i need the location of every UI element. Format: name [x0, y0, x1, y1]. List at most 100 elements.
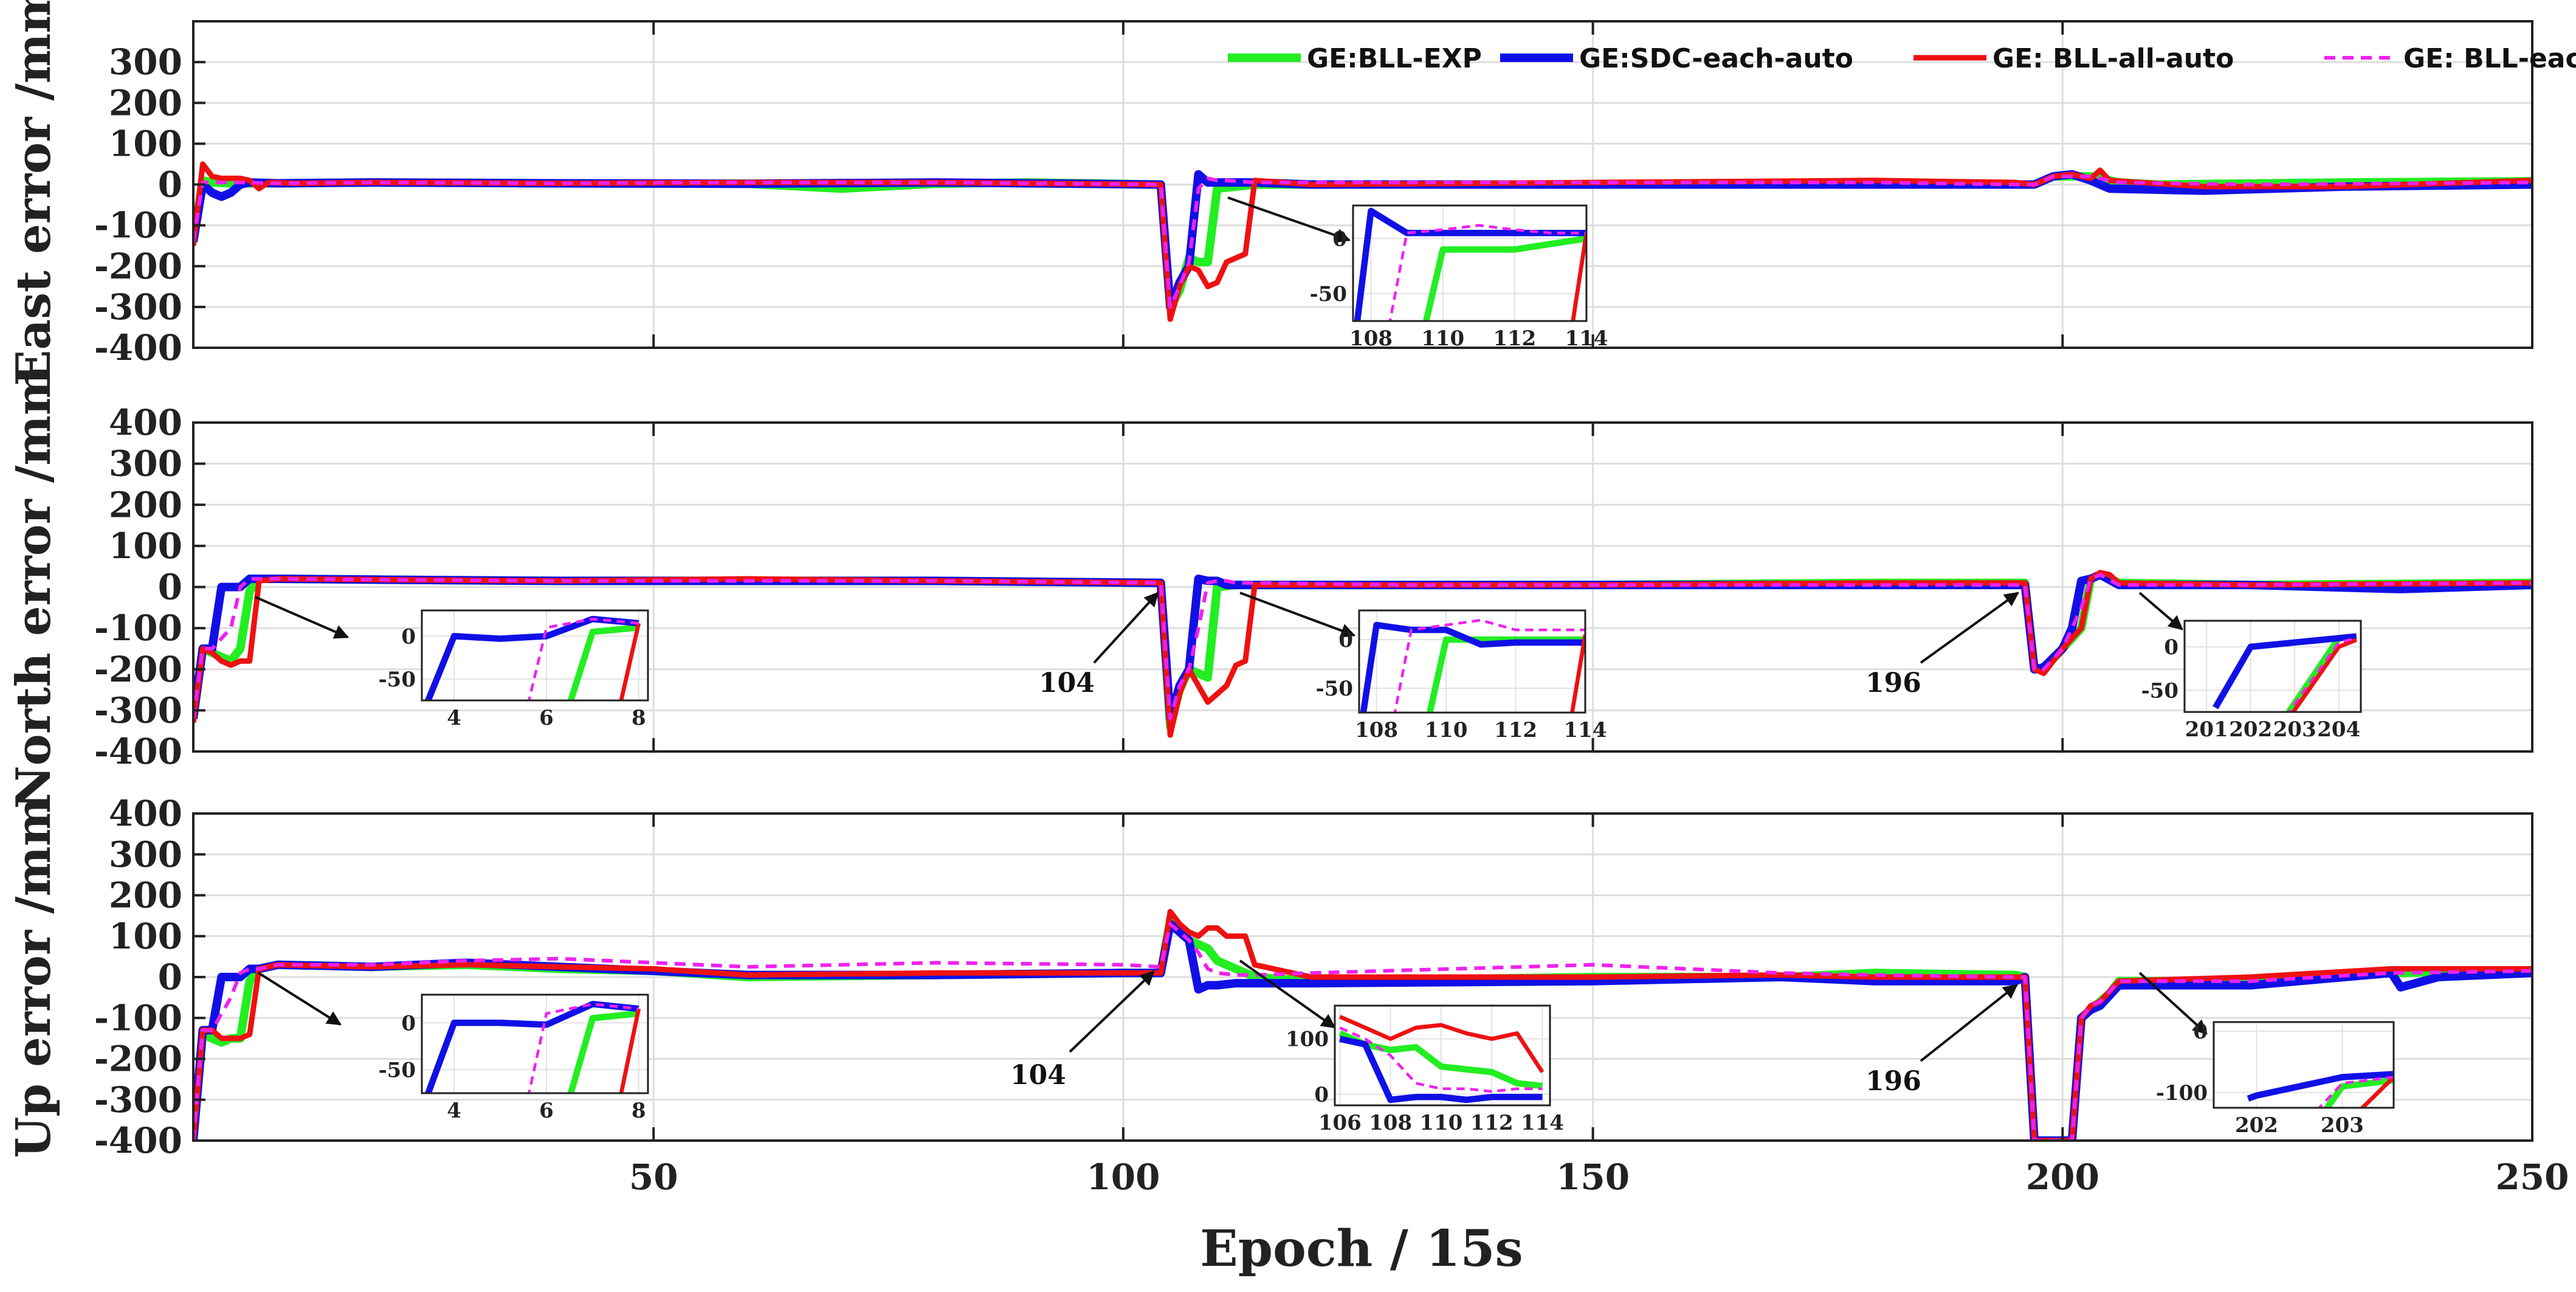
up-inset-ytick-label: 0 [401, 1011, 416, 1035]
north-annotation-arrow [1093, 592, 1159, 664]
up-inset-series-ge-bll-exp [2323, 1077, 2394, 1108]
up-inset-series-ge-bll-each-auto [527, 1003, 639, 1093]
north-inset-arrow [2138, 592, 2183, 630]
up-inset-xtick-label: 112 [1470, 1111, 1514, 1135]
legend-label-ge-bll-all-auto: GE: BLL-all-auto [1992, 43, 2234, 74]
x-tick-label: 50 [629, 1156, 678, 1198]
east-ytick-label: -300 [94, 286, 182, 328]
up-inset-xtick-label: 6 [539, 1099, 554, 1123]
north-inset-bg [422, 610, 648, 700]
x-tick-label: 150 [1556, 1156, 1630, 1198]
east-inset-series-ge-bll-exp [1422, 235, 1586, 321]
north-inset-frame [1358, 609, 1586, 714]
up-inset-xtick-label: 108 [1369, 1111, 1412, 1135]
north-inset-ytick-label: -50 [379, 668, 416, 692]
north-ytick-label: 200 [109, 484, 182, 525]
up-inset-xtick-label: 203 [2321, 1113, 2364, 1138]
east-ytick-label: 100 [109, 123, 182, 164]
east-ytick-label: 0 [158, 164, 182, 206]
north-inset-series-ge-bll-each-auto [1393, 618, 1585, 713]
east-ytick-label: -100 [94, 205, 182, 246]
north-annotation-arrow [1920, 592, 2019, 664]
up-ytick-label: -100 [94, 997, 182, 1038]
north-inset-xtick-label: 6 [539, 706, 554, 730]
north-inset-series-ge-bll-all-auto [2290, 638, 2358, 712]
legend-label-ge-sdc-each-auto: GE:SDC-each-auto [1579, 43, 1853, 74]
east-ytick-label: 200 [109, 82, 182, 123]
up-inset-series-ge-sdc-each-auto [2247, 1071, 2394, 1102]
up-inset-1: 4 6 8 -50 0 [379, 993, 649, 1123]
north-inset-bg [2185, 621, 2361, 712]
up-ytick-label: 400 [109, 793, 182, 834]
up-ytick-label: -300 [94, 1079, 182, 1121]
up-ytick-label: 0 [158, 956, 182, 998]
up-inset-bg [2214, 1022, 2394, 1108]
east-inset-1: 108 110 112 114 -50 0 [1310, 204, 1608, 351]
up-ytick-label: 100 [109, 916, 182, 957]
north-ytick-label: 300 [109, 443, 182, 485]
up-inset-arrow [1239, 959, 1336, 1029]
north-inset-1: 4 6 8 -50 0 [379, 609, 649, 730]
east-inset-xtick-label: 108 [1349, 326, 1393, 351]
x-tick-label: 100 [1086, 1156, 1160, 1198]
up-inset-arrow [2138, 972, 2208, 1035]
north-inset-2: 108 110 112 114 -50 0 [1316, 609, 1607, 742]
legend: GE:BLL-EXP GE:SDC-each-auto GE: BLL-all-au… [1228, 43, 2576, 74]
up-inset-frame [1334, 1004, 1551, 1107]
east-inset-frame [1352, 204, 1588, 322]
north-inset-ytick-label: 0 [1338, 628, 1353, 652]
east-inset-xtick-label: 114 [1565, 326, 1608, 351]
x-axis-label: Epoch / 15s [1200, 1220, 1523, 1278]
up-inset-arrow [257, 972, 342, 1026]
up-inset-2: 106 108 110 112 114 0 100 [1286, 1004, 1564, 1135]
north-series-ge-bll-each-auto [193, 573, 2532, 720]
up-annotation-arrow [1069, 970, 1155, 1053]
north-inset-arrow [255, 596, 350, 639]
up-annotation-arrow [1920, 984, 2018, 1062]
north-inset-xtick-label: 108 [1355, 718, 1398, 742]
up-inset-series-ge-bll-each-auto [2317, 1076, 2394, 1108]
north-inset-ytick-label: 0 [2164, 635, 2178, 660]
up-inset-frame [2213, 1021, 2395, 1109]
north-inset-xtick-label: 112 [1494, 718, 1537, 742]
up-inset-ytick-label: 100 [1286, 1028, 1329, 1052]
north-inset-series-ge-sdc-each-auto [424, 615, 639, 700]
north-inset-xtick-label: 202 [2229, 717, 2272, 742]
east-inset-ytick-label: 0 [1332, 227, 1347, 251]
east-inset-ytick-label: -50 [1310, 282, 1347, 306]
north-ytick-label: -100 [94, 607, 182, 649]
east-inset-xtick-label: 112 [1493, 326, 1536, 351]
north-inset-series-ge-bll-all-auto [619, 623, 641, 700]
up-series-ge-bll-each-auto [193, 922, 2532, 1141]
up-inset-ytick-label: -100 [2156, 1081, 2208, 1105]
up-y-axis-label: Up error /mm [6, 796, 61, 1158]
up-inset-xtick-label: 110 [1419, 1111, 1462, 1135]
north-annotation-196: 196 [1865, 668, 1921, 699]
x-tick-label: 250 [2495, 1156, 2569, 1198]
east-ytick-label: 300 [109, 41, 182, 83]
east-inset-arrow [1227, 196, 1351, 243]
east-inset-xtick-label: 110 [1421, 326, 1464, 351]
north-inset-series-ge-sdc-each-auto [1360, 621, 1585, 713]
north-inset-xtick-label: 110 [1425, 718, 1468, 742]
up-inset-series-ge-sdc-each-auto [1339, 1035, 1543, 1104]
legend-label-ge-bll-each-auto: GE: BLL-each-auto [2403, 43, 2576, 74]
north-inset-frame [421, 609, 649, 702]
up-inset-3: 202 203 -100 0 [2156, 1020, 2395, 1138]
north-inset-frame [2183, 620, 2362, 713]
east-inset-series-ge-bll-all-auto [1571, 232, 1586, 321]
north-y-axis-label: North error /mm [6, 365, 61, 809]
up-inset-series-ge-bll-all-auto [1338, 1015, 1545, 1074]
east-series-ge-bll-all-auto [193, 161, 2532, 322]
up-ytick-label: -400 [94, 1120, 182, 1161]
north-ytick-label: -300 [94, 689, 182, 731]
up-inset-frame [421, 993, 649, 1094]
north-ytick-label: 0 [158, 567, 182, 608]
up-inset-ytick-label: -50 [379, 1058, 416, 1082]
east-ytick-label: -400 [94, 327, 182, 368]
north-inset-series-ge-bll-each-auto [2287, 637, 2357, 712]
legend-label-ge-bll-exp: GE:BLL-EXP [1307, 43, 1482, 74]
up-inset-series-ge-bll-exp [1338, 1030, 1543, 1090]
